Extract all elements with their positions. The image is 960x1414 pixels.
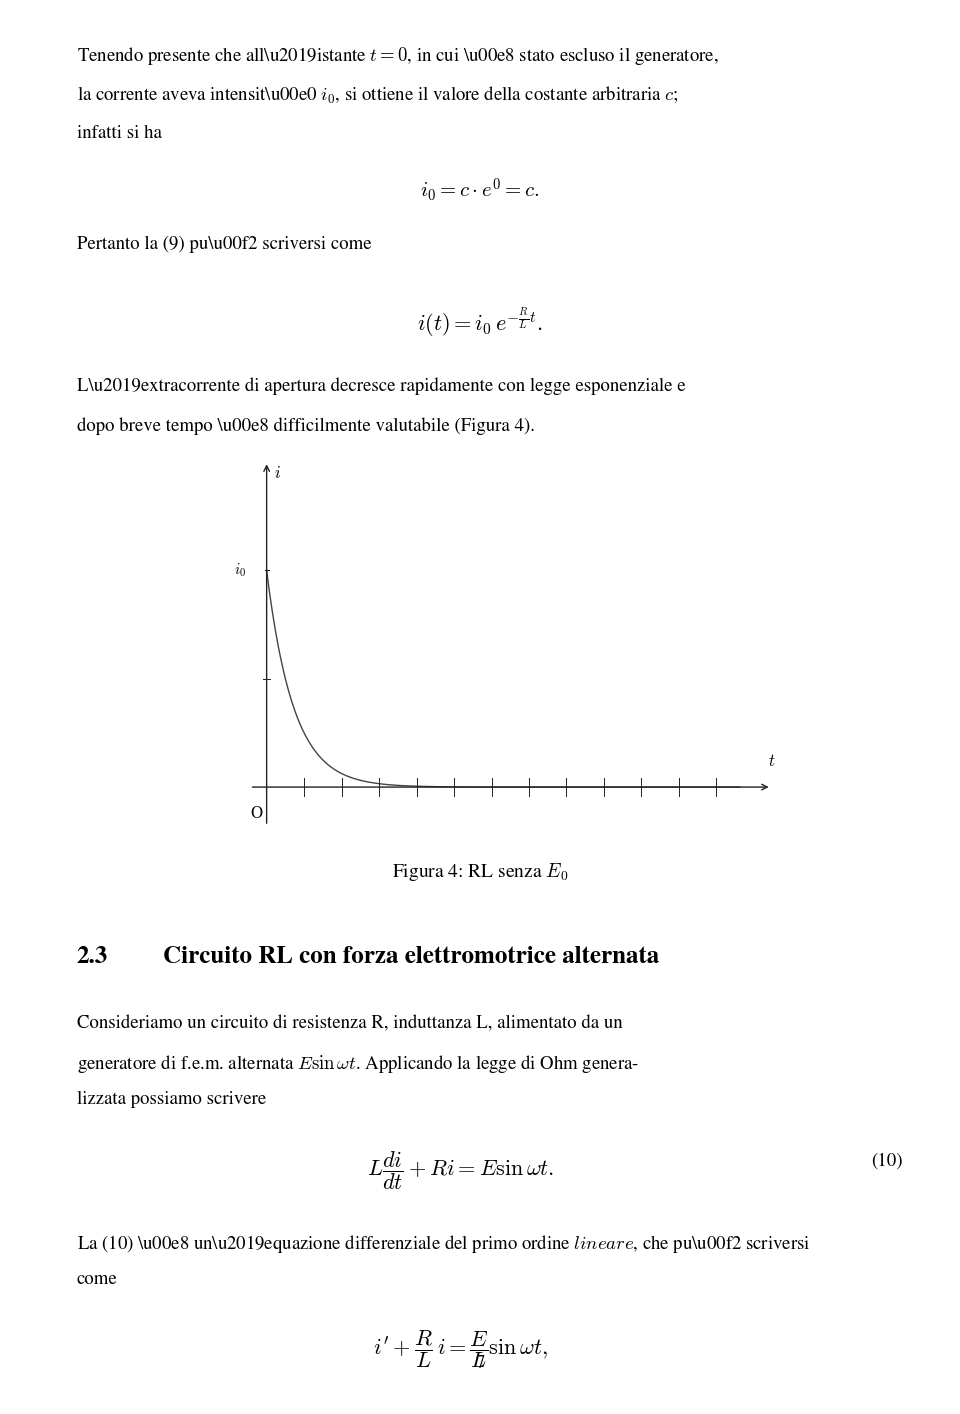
Text: Figura 4: RL senza $E_0$: Figura 4: RL senza $E_0$ (392, 861, 568, 884)
Text: La (10) \u00e8 un\u2019equazione differenziale del primo ordine $\mathit{lineare: La (10) \u00e8 un\u2019equazione differe… (77, 1233, 810, 1254)
Text: generatore di f.e.m. alternata $E\sin\omega t$. Applicando la legge di Ohm gener: generatore di f.e.m. alternata $E\sin\om… (77, 1053, 639, 1075)
Text: la corrente aveva intensit\u00e0 $i_0$, si ottiene il valore della costante arbi: la corrente aveva intensit\u00e0 $i_0$, … (77, 85, 679, 106)
Text: lizzata possiamo scrivere: lizzata possiamo scrivere (77, 1092, 266, 1109)
Text: L\u2019extracorrente di apertura decresce rapidamente con legge esponenziale e: L\u2019extracorrente di apertura decresc… (77, 378, 685, 396)
Text: 2.3: 2.3 (77, 946, 108, 969)
Text: Circuito RL con forza elettromotrice alternata: Circuito RL con forza elettromotrice alt… (163, 946, 660, 969)
Text: $i_0 = c \cdot e^0 = c.$: $i_0 = c \cdot e^0 = c.$ (420, 175, 540, 204)
Text: Pertanto la (9) pu\u00f2 scriversi come: Pertanto la (9) pu\u00f2 scriversi come (77, 235, 372, 253)
Text: (10): (10) (871, 1152, 902, 1169)
Text: Tenendo presente che all\u2019istante $t = 0$, in cui \u00e8 stato escluso il ge: Tenendo presente che all\u2019istante $t… (77, 45, 719, 68)
Text: $i_0$: $i_0$ (233, 561, 246, 580)
Text: Consideriamo un circuito di resistenza R, induttanza L, alimentato da un: Consideriamo un circuito di resistenza R… (77, 1015, 622, 1032)
Text: come: come (77, 1271, 117, 1288)
Text: $t$: $t$ (768, 754, 776, 769)
Text: $i$: $i$ (275, 465, 281, 482)
Text: $L\dfrac{di}{dt} + Ri = E\sin\omega t.$: $L\dfrac{di}{dt} + Ri = E\sin\omega t.$ (367, 1148, 555, 1192)
Text: O: O (251, 806, 262, 823)
Text: infatti si ha: infatti si ha (77, 124, 161, 141)
Text: dopo breve tempo \u00e8 difficilmente valutabile (Figura 4).: dopo breve tempo \u00e8 difficilmente va… (77, 417, 535, 436)
Text: 7: 7 (475, 1355, 485, 1372)
Text: $i' + \dfrac{R}{L}\,i = \dfrac{E}{L}\sin\omega t,$: $i' + \dfrac{R}{L}\,i = \dfrac{E}{L}\sin… (373, 1328, 548, 1370)
Text: $i(t) = i_0\, e^{-\frac{R}{L}t}.$: $i(t) = i_0\, e^{-\frac{R}{L}t}.$ (418, 307, 542, 339)
